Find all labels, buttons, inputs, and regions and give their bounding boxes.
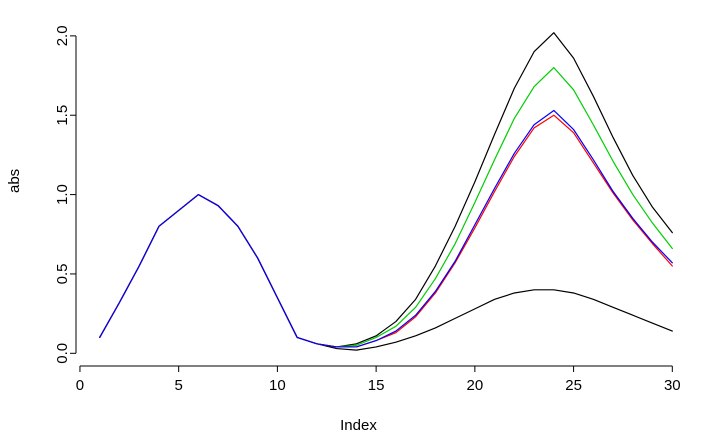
x-axis-tick-label: 15 <box>368 377 385 394</box>
x-axis-tick-label: 10 <box>269 377 286 394</box>
x-axis-tick-label: 25 <box>565 377 582 394</box>
series-line-series-black-upper <box>99 32 673 348</box>
series-line-series-blue <box>99 109 673 348</box>
series-line-series-green <box>99 67 673 348</box>
y-axis-title: abs <box>6 168 23 193</box>
x-axis-title: Index <box>340 417 377 434</box>
y-axis-tick-label: 1.0 <box>54 184 71 205</box>
x-axis-tick-label: 30 <box>664 377 681 394</box>
y-axis-tick-label: 2.0 <box>54 25 71 46</box>
y-axis-tick-label: 1.5 <box>54 105 71 126</box>
y-axis-tick-label: 0.5 <box>54 264 71 285</box>
series-line-series-black-lower <box>99 193 673 351</box>
x-axis-tick-label: 0 <box>76 377 84 394</box>
x-axis-tick-label: 5 <box>175 377 183 394</box>
x-axis-tick-label: 20 <box>467 377 484 394</box>
y-axis-tick-label: 0.0 <box>54 343 71 364</box>
